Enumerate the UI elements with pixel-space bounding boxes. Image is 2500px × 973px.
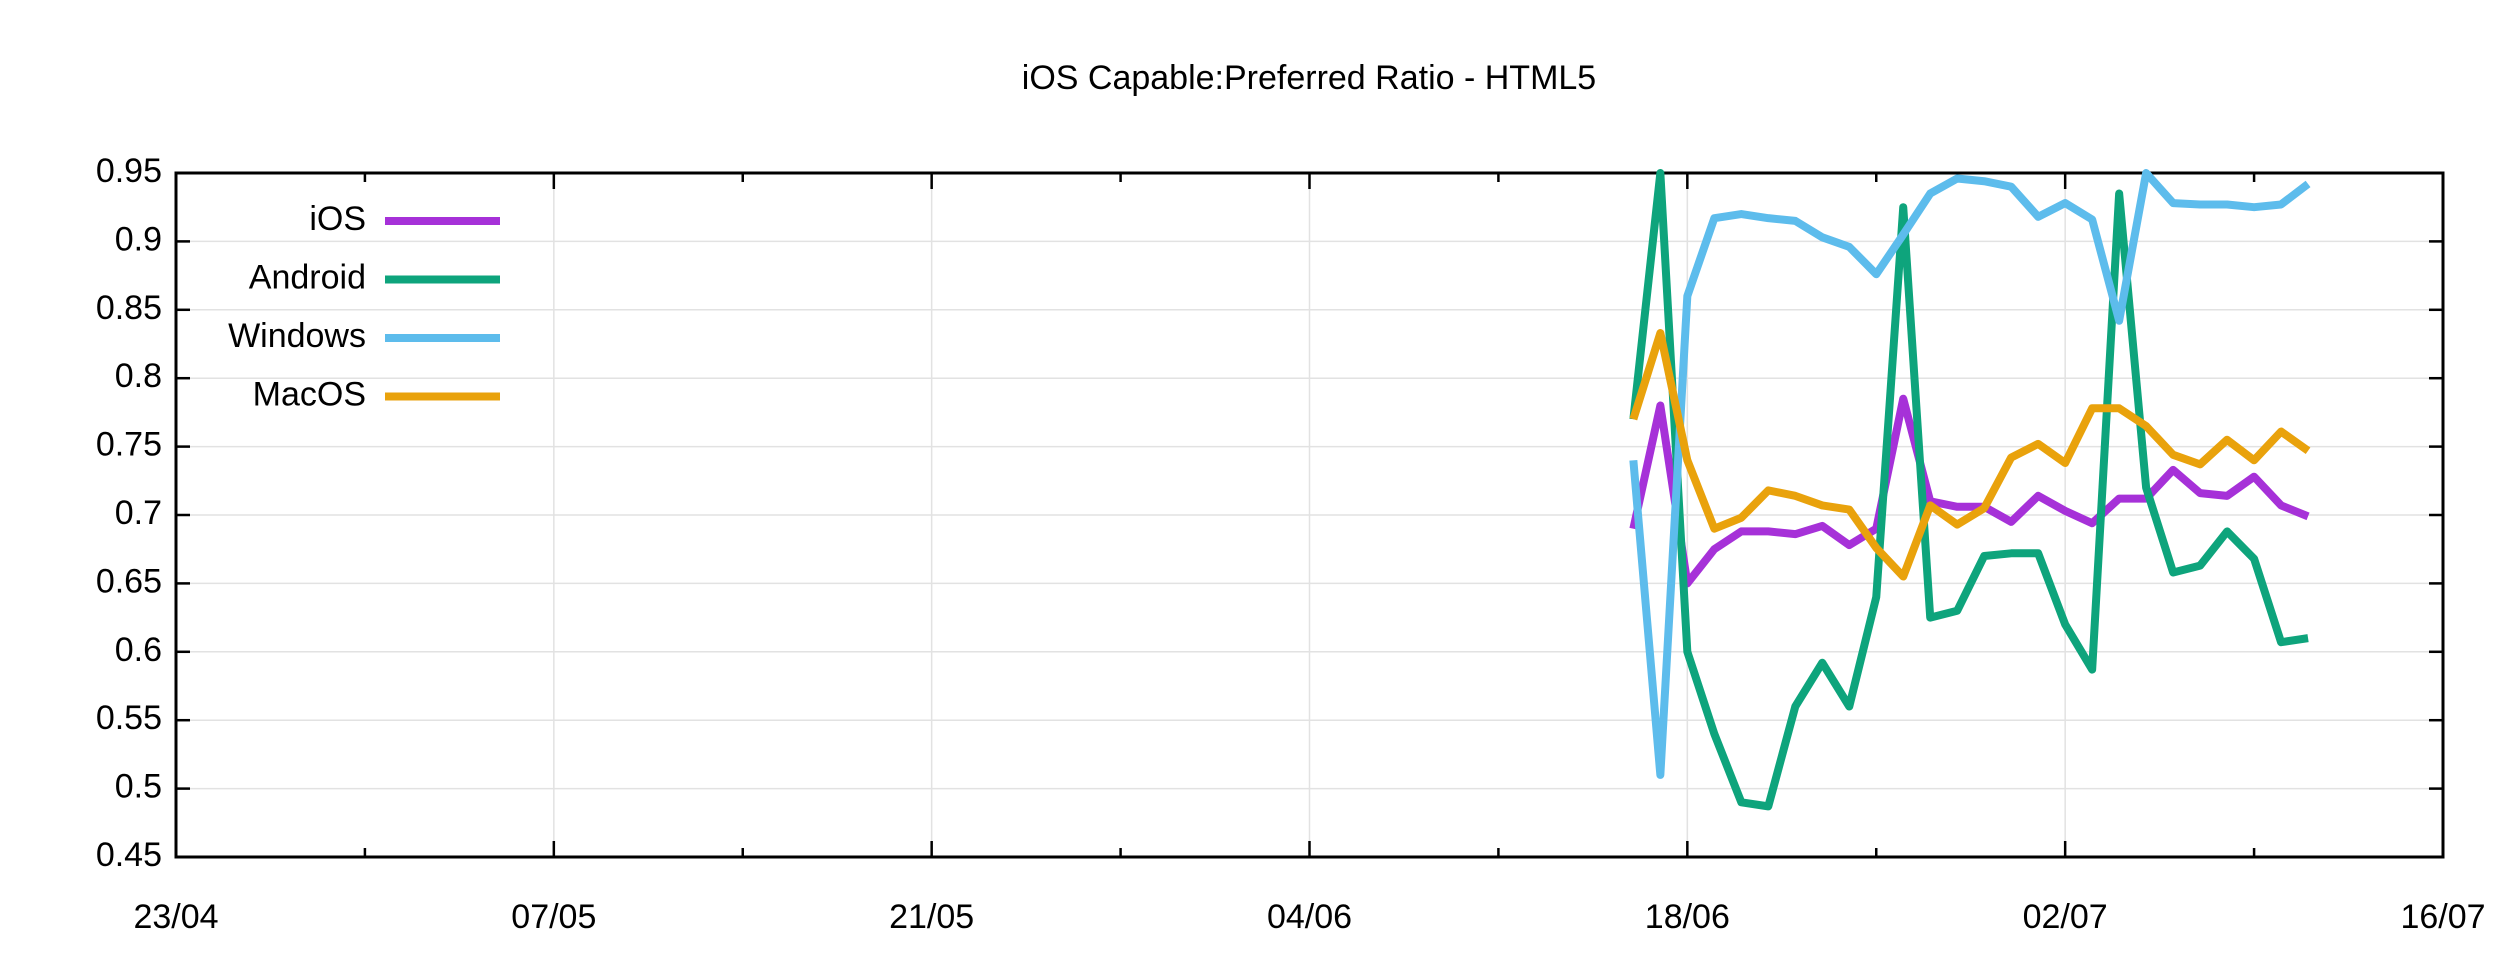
x-tick-label: 18/06 xyxy=(1645,898,1730,936)
series-line xyxy=(1629,169,2309,811)
x-tick-label: 02/07 xyxy=(2023,898,2108,936)
x-tick-label: 23/04 xyxy=(133,898,218,936)
series-line xyxy=(1629,394,2310,588)
legend-label: MacOS xyxy=(253,375,366,413)
legend-label: iOS xyxy=(309,200,366,238)
y-tick-label: 0.6 xyxy=(115,631,162,669)
x-tick-label: 07/05 xyxy=(511,898,596,936)
y-tick-label: 0.45 xyxy=(96,836,162,874)
y-tick-label: 0.85 xyxy=(96,289,162,327)
y-tick-label: 0.5 xyxy=(115,768,162,806)
y-tick-label: 0.7 xyxy=(115,494,162,532)
y-tick-label: 0.95 xyxy=(96,152,162,190)
legend-label: Android xyxy=(249,258,366,296)
x-tick-label: 21/05 xyxy=(889,898,974,936)
x-tick-label: 16/07 xyxy=(2400,898,2485,936)
legend-label: Windows xyxy=(228,317,366,355)
series-line xyxy=(1629,169,2311,779)
y-tick-label: 0.65 xyxy=(96,562,162,600)
y-tick-label: 0.55 xyxy=(96,699,162,737)
y-tick-label: 0.8 xyxy=(115,357,162,395)
plot-frame xyxy=(174,171,2445,859)
y-tick-label: 0.9 xyxy=(115,220,162,258)
chart-title: iOS Capable:Preferred Ratio - HTML5 xyxy=(1022,59,1596,97)
y-tick-label: 0.75 xyxy=(96,426,162,464)
x-tick-label: 04/06 xyxy=(1267,898,1352,936)
series-line xyxy=(1629,329,2311,581)
